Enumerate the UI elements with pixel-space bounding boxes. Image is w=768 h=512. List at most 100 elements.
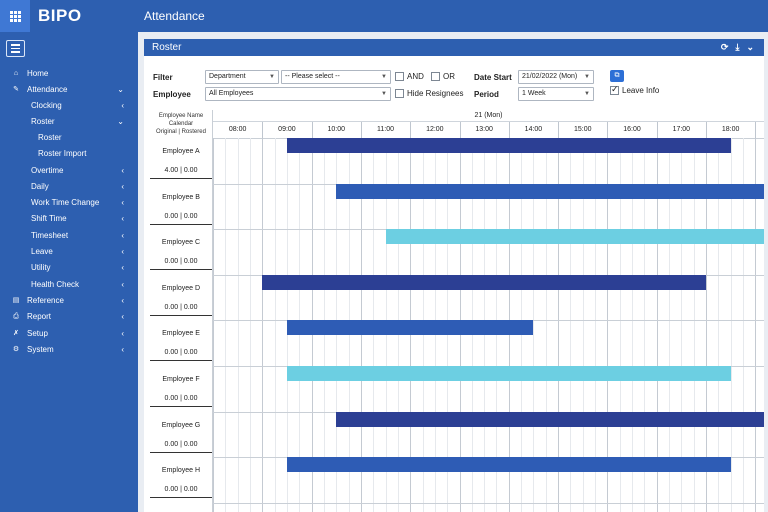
sidebar-item-home[interactable]: ⌂ Home [0, 66, 138, 82]
chevron-left-icon: ‹ [121, 101, 124, 110]
chevron-left-icon: ‹ [121, 312, 124, 321]
book-icon: ▤ [12, 297, 20, 304]
sidebar-item-label: Overtime [31, 166, 64, 175]
sidebar-item-daily[interactable]: Daily ‹ [0, 179, 138, 195]
sidebar-item-system[interactable]: ⚙ System ‹ [0, 342, 138, 358]
dropdown-caret-icon: ▼ [269, 74, 275, 80]
time-grid-line [545, 138, 547, 512]
shift-bar[interactable] [262, 274, 706, 290]
chevron-down-icon: ⌄ [117, 85, 124, 94]
employee-name[interactable]: Employee G [161, 421, 201, 429]
sidebar-item-leave[interactable]: Leave ‹ [0, 244, 138, 260]
shift-bar[interactable] [286, 138, 731, 153]
date-header: 21 (Mon) [213, 110, 764, 122]
sidebar-item-work-time-change[interactable]: Work Time Change ‹ [0, 195, 138, 211]
shift-bar[interactable] [336, 183, 764, 199]
employee-select[interactable]: All Employees ▼ [205, 87, 391, 101]
sidebar: ⌂ Home ✎ Attendance ⌄ Clocking ‹ Roster ⌄ Roster R… [0, 32, 138, 512]
time-grid-line [718, 138, 720, 512]
shift-bar[interactable] [336, 411, 764, 427]
sidebar-item-shift-time[interactable]: Shift Time ‹ [0, 211, 138, 227]
chevron-left-icon: ‹ [121, 231, 124, 240]
hour-label: 08:00 [228, 126, 247, 133]
employee-hours: 0.00 | 0.00 [164, 212, 198, 220]
time-grid-line [706, 138, 707, 512]
sidebar-item-utility[interactable]: Utility ‹ [0, 260, 138, 276]
chevron-left-icon: ‹ [121, 214, 124, 223]
refresh-icon[interactable]: ⟳ [720, 42, 729, 52]
row-separator [213, 502, 764, 504]
employee-name[interactable]: Employee B [162, 193, 200, 201]
employee-label: Employee [153, 90, 191, 99]
and-checkbox[interactable] [395, 72, 404, 81]
or-checkbox[interactable] [431, 72, 440, 81]
time-grid-line [669, 138, 671, 512]
sidebar-item-health-check[interactable]: Health Check ‹ [0, 277, 138, 293]
shift-bar[interactable] [385, 229, 764, 245]
employee-name[interactable]: Employee F [162, 376, 200, 383]
sidebar-item-setup[interactable]: ✗ Setup ‹ [0, 326, 138, 342]
hour-label: 15:00 [573, 126, 592, 133]
leave-info-checkbox[interactable] [610, 84, 619, 95]
dropdown-caret-icon: ▼ [381, 74, 387, 80]
period-select[interactable]: 1 Week ▼ [518, 87, 594, 101]
hide-resignees-checkbox[interactable] [395, 89, 404, 98]
shift-bar[interactable] [286, 320, 534, 336]
sidebar-item-roster[interactable]: Roster [0, 130, 138, 146]
time-grid-line [558, 138, 560, 512]
print-icon: ⎙ [13, 313, 19, 320]
date-start-input[interactable]: 21/02/2022 (Mon) ▼ [518, 70, 594, 84]
employee-underline [150, 451, 212, 453]
wrench-icon: ✗ [13, 330, 19, 337]
time-grid-line [607, 138, 609, 512]
sidebar-item-clocking[interactable]: Clocking ‹ [0, 98, 138, 114]
department-select[interactable]: Department ▼ [205, 70, 279, 84]
time-grid-line [533, 138, 535, 512]
menu-toggle-button[interactable] [6, 40, 25, 57]
employee-hours: 0.00 | 0.00 [164, 349, 198, 357]
header-calendar: Calendar [168, 121, 194, 127]
sidebar-item-label: Roster Import [38, 149, 87, 158]
sidebar-item-timesheet[interactable]: Timesheet ‹ [0, 228, 138, 244]
sidebar-item-attendance[interactable]: ✎ Attendance ⌄ [0, 82, 138, 98]
time-grid-line [595, 138, 597, 512]
grid-icon [9, 10, 21, 22]
shift-bar[interactable] [286, 457, 731, 473]
shift-bar[interactable] [286, 366, 731, 381]
chevron-left-icon: ‹ [121, 280, 124, 289]
sidebar-item-roster-import[interactable]: Roster Import [0, 146, 138, 162]
employee-name[interactable]: Employee D [161, 284, 201, 292]
sidebar-item-report[interactable]: ⎙ Report ‹ [0, 309, 138, 325]
sidebar-item-label: Home [27, 69, 49, 78]
sidebar-item-label: System [27, 345, 54, 354]
sidebar-item-overtime[interactable]: Overtime ‹ [0, 163, 138, 179]
page-title: Attendance [144, 9, 205, 23]
header-divider [262, 122, 264, 138]
cogs-icon: ⚙ [12, 346, 20, 353]
sidebar-item-label: Work Time Change [31, 198, 100, 207]
filter-value-select[interactable]: -- Please select -- ▼ [281, 70, 391, 84]
employee-name[interactable]: Employee H [161, 467, 201, 475]
sidebar-item-label: Shift Time [31, 214, 67, 223]
hour-label: 11:00 [377, 126, 395, 133]
app-grid-button[interactable] [0, 0, 30, 32]
hour-label: 18:00 [721, 126, 740, 133]
hour-label: 13:00 [475, 126, 493, 133]
collapse-chevron-icon[interactable]: ⌄ [746, 42, 754, 52]
panel-title: Roster [152, 42, 182, 53]
time-grid-line [632, 138, 634, 512]
copy-icon: ⧉ [614, 72, 620, 79]
time-grid-line [656, 138, 658, 512]
download-icon[interactable]: ⤓ [735, 42, 740, 52]
hour-label: 10:00 [327, 126, 345, 133]
employee-name[interactable]: Employee C [161, 239, 201, 247]
brand-logo[interactable]: BIPO [38, 6, 82, 25]
sidebar-item-reference[interactable]: ▤ Reference ‹ [0, 293, 138, 309]
employee-name[interactable]: Employee A [162, 148, 200, 155]
sidebar-item-roster[interactable]: Roster ⌄ [0, 114, 138, 130]
chevron-left-icon: ‹ [121, 182, 124, 191]
header-original-rostered: Original | Rostered [156, 129, 206, 135]
or-label: OR [443, 72, 455, 81]
employee-name[interactable]: Employee E [162, 330, 200, 338]
copy-button[interactable]: ⧉ [610, 70, 624, 82]
